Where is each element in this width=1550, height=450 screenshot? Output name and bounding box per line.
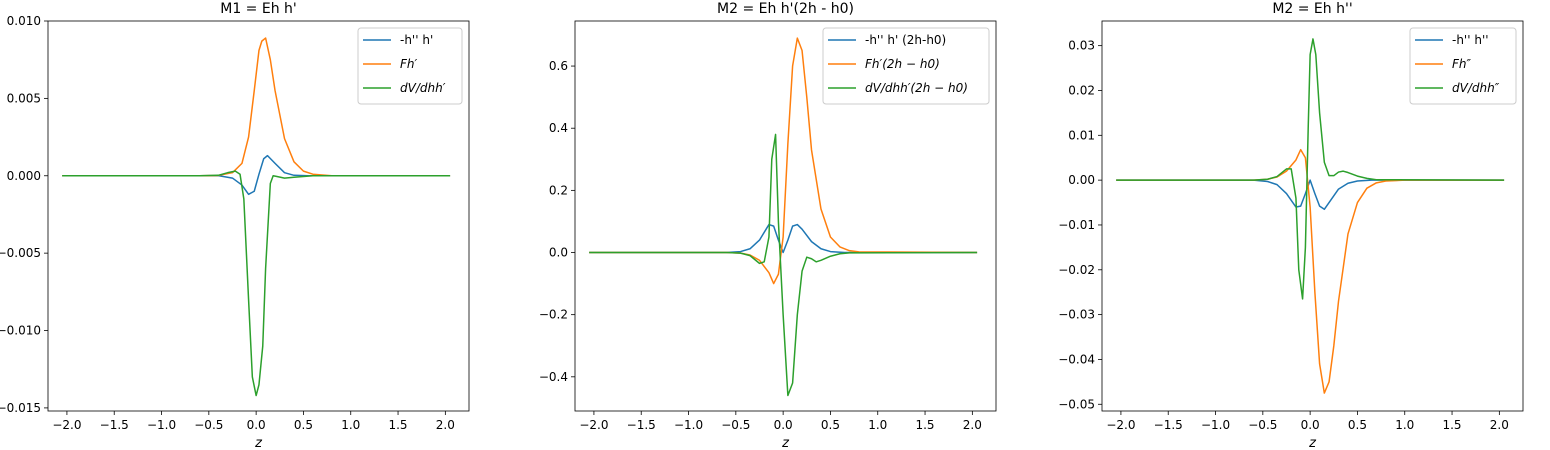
y-tick-label: 0.000	[7, 169, 41, 183]
x-tick-label: −1.5	[627, 418, 656, 432]
subplot-m1: −2.0 −1.5 −1.0 −0.5 0.0 0.5 1.0 1.5 2.0 −0.015 −0.…	[0, 1, 470, 450]
series-lines	[1116, 38, 1505, 394]
x-axis-label: z	[254, 436, 263, 450]
x-tick-label: −2.0	[1106, 418, 1135, 432]
x-tick-label: −2.0	[579, 418, 608, 432]
x-tick-label: −1.0	[1201, 418, 1230, 432]
legend-label: Fh′(2h − h0)	[865, 57, 940, 71]
y-tick-label: −0.005	[0, 246, 41, 260]
y-tick-label: 0.4	[549, 121, 568, 135]
x-axis-label: z	[781, 436, 790, 450]
series-line-1	[1116, 148, 1505, 394]
series-line-1	[62, 37, 451, 177]
y-tick-label: −0.04	[1058, 352, 1095, 366]
y-tick-label: −0.05	[1058, 397, 1095, 411]
x-tick-label: −0.5	[194, 418, 223, 432]
y-tick-label: 0.6	[549, 59, 568, 73]
x-tick-label: 1.5	[1442, 418, 1461, 432]
y-tick-label: −0.015	[0, 401, 41, 415]
y-tick-label: 0.03	[1068, 39, 1095, 53]
subplot-m2-hpp: −2.0 −1.5 −1.0 −0.5 0.0 0.5 1.0 1.5 2.0 −0.05 −0.0…	[1058, 1, 1524, 450]
chart-title: M1 = Eh h'	[220, 1, 297, 17]
x-tick-label: −1.5	[100, 418, 129, 432]
y-tick-label: 0.0	[549, 246, 568, 260]
y-tick-label: −0.02	[1058, 263, 1095, 277]
y-tick-label: −0.2	[539, 308, 568, 322]
x-tick-label: −1.0	[147, 418, 176, 432]
x-tick-label: 0.0	[774, 418, 793, 432]
legend-label: Fh″	[1452, 57, 1472, 71]
x-tick-label: 0.0	[1301, 418, 1320, 432]
series-line-0	[589, 223, 978, 254]
chart-title: M2 = Eh h''	[1272, 1, 1352, 17]
legend-label: Fh′	[400, 57, 418, 71]
x-tick-label: 1.0	[1395, 418, 1414, 432]
x-tick-label: 0.5	[1348, 418, 1367, 432]
axes-frame	[574, 20, 997, 412]
legend-box	[822, 27, 990, 105]
x-tick-label: 2.0	[1490, 418, 1509, 432]
x-tick-label: 1.5	[915, 418, 934, 432]
x-tick-label: −0.5	[721, 418, 750, 432]
legend-box	[357, 27, 463, 105]
chart-title: M2 = Eh h'(2h - h0)	[717, 1, 854, 17]
y-tick-label: 0.005	[7, 91, 41, 105]
x-axis-label: z	[1308, 436, 1317, 450]
x-tick-label: −1.0	[674, 418, 703, 432]
legend: -h'' h'' Fh″ dV/dhh″	[1409, 27, 1517, 105]
x-tick-label: −1.5	[1154, 418, 1183, 432]
legend-label: dV/dhh″	[1452, 81, 1500, 95]
x-tick-label: 0.0	[247, 418, 266, 432]
y-tick-label: 0.02	[1068, 83, 1095, 97]
legend-label: dV/dhh′(2h − h0)	[865, 81, 968, 95]
y-tick-label: 0.01	[1068, 128, 1095, 142]
legend-label: -h'' h'	[400, 33, 433, 47]
series-line-0	[1116, 179, 1505, 211]
y-tick-label: 0.00	[1068, 173, 1095, 187]
x-tick-label: 1.5	[388, 418, 407, 432]
legend: -h'' h' (2h-h0) Fh′(2h − h0) dV/dhh′(2h − …	[822, 27, 990, 105]
axes-frame	[1101, 20, 1524, 412]
y-tick-label: −0.010	[0, 324, 41, 338]
legend-label: -h'' h' (2h-h0)	[865, 33, 946, 47]
series-line-2	[1116, 38, 1505, 300]
series-lines	[589, 37, 978, 397]
x-tick-label: −0.5	[1248, 418, 1277, 432]
y-tick-label: −0.03	[1058, 308, 1095, 322]
x-tick-label: 1.0	[868, 418, 887, 432]
series-line-1	[589, 37, 978, 285]
y-tick-label: 0.2	[549, 183, 568, 197]
legend: -h'' h' Fh′ dV/dhh′	[357, 27, 463, 105]
x-tick-label: 0.5	[294, 418, 313, 432]
x-tick-label: −2.0	[52, 418, 81, 432]
y-tick-label: −0.01	[1058, 218, 1095, 232]
y-tick-label: 0.010	[7, 14, 41, 28]
x-tick-label: 2.0	[436, 418, 455, 432]
subplot-m2-2h: −2.0 −1.5 −1.0 −0.5 0.0 0.5 1.0 1.5 2.0 −0.4 −0.2 0…	[539, 1, 997, 450]
legend-label: dV/dhh′	[400, 81, 446, 95]
x-tick-label: 0.5	[821, 418, 840, 432]
x-tick-label: 2.0	[963, 418, 982, 432]
x-tick-label: 1.0	[341, 418, 360, 432]
series-line-0	[62, 154, 451, 196]
legend-label: -h'' h''	[1452, 33, 1489, 47]
axes-frame	[47, 20, 470, 412]
series-line-2	[589, 133, 978, 397]
y-tick-label: −0.4	[539, 370, 568, 384]
series-line-2	[62, 170, 451, 397]
legend-box	[1409, 27, 1517, 105]
series-lines	[62, 37, 451, 397]
